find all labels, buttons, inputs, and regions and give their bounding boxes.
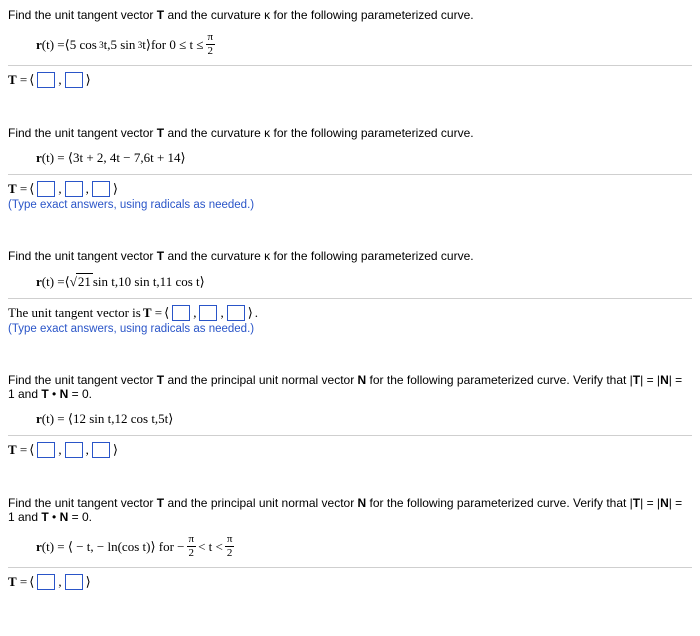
divider [8,298,692,299]
trailing-period: . [255,305,258,321]
parameterized-curve: r(t) = ⟨√21 sin t,10 sin t,11 cos t⟩ [36,273,692,290]
problem-4: Find the unit tangent vector T and the p… [8,373,692,458]
divider [8,567,692,568]
answer-line: T = ⟨,, ⟩ [8,181,692,197]
bracket-close: ⟩ [113,442,118,458]
separator: , [86,181,89,197]
answer-input-box[interactable] [227,305,245,321]
answer-input-box[interactable] [37,72,55,88]
answer-line: The unit tangent vector is T = ⟨,, ⟩. [8,305,692,321]
answer-input-box[interactable] [92,181,110,197]
answer-label: T = [8,181,27,197]
parameterized-curve: r(t) = ⟨3t + 2, 4t − 7,6t + 14⟩ [36,150,692,166]
parameterized-curve: r(t) = ⟨5 cos 3t,5 sin 3t⟩ for 0 ≤ t ≤ π… [36,32,692,57]
bracket-close: ⟩ [248,305,253,321]
problem-1: Find the unit tangent vector T and the c… [8,8,692,88]
bracket-close: ⟩ [86,72,91,88]
problem-prompt: Find the unit tangent vector T and the p… [8,373,692,401]
answer-input-box[interactable] [37,181,55,197]
answer-input-box[interactable] [65,181,83,197]
bracket-open: ⟨ [29,181,34,197]
answer-line: T = ⟨, ⟩ [8,574,692,590]
answer-input-box[interactable] [65,72,83,88]
bracket-open: ⟨ [164,305,169,321]
answer-label: T = [143,305,162,321]
separator: , [58,72,61,88]
separator: , [58,442,61,458]
answer-label: T = [8,442,27,458]
answer-line: T = ⟨, ⟩ [8,72,692,88]
divider [8,174,692,175]
problem-prompt: Find the unit tangent vector T and the c… [8,249,692,263]
separator: , [58,181,61,197]
bracket-close: ⟩ [86,574,91,590]
answer-label: T = [8,72,27,88]
answer-input-box[interactable] [65,574,83,590]
bracket-open: ⟨ [29,72,34,88]
problem-prompt: Find the unit tangent vector T and the p… [8,496,692,524]
bracket-open: ⟨ [29,442,34,458]
answer-prefix: The unit tangent vector is [8,305,141,321]
separator: , [58,574,61,590]
answer-label: T = [8,574,27,590]
hint-text: (Type exact answers, using radicals as n… [8,323,692,335]
answer-input-box[interactable] [199,305,217,321]
problem-2: Find the unit tangent vector T and the c… [8,126,692,211]
answer-input-box[interactable] [92,442,110,458]
separator: , [86,442,89,458]
answer-line: T = ⟨,, ⟩ [8,442,692,458]
parameterized-curve: r(t) = ⟨12 sin t,12 cos t,5t⟩ [36,411,692,427]
bracket-open: ⟨ [29,574,34,590]
separator: , [193,305,196,321]
answer-input-box[interactable] [37,574,55,590]
answer-input-box[interactable] [172,305,190,321]
problem-5: Find the unit tangent vector T and the p… [8,496,692,590]
answer-input-box[interactable] [65,442,83,458]
separator: , [220,305,223,321]
divider [8,65,692,66]
problem-prompt: Find the unit tangent vector T and the c… [8,8,692,22]
bracket-close: ⟩ [113,181,118,197]
divider [8,435,692,436]
parameterized-curve: r(t) = ⟨ − t, − ln(cos t)⟩ for − π2 < t … [36,534,692,559]
problem-prompt: Find the unit tangent vector T and the c… [8,126,692,140]
hint-text: (Type exact answers, using radicals as n… [8,199,692,211]
answer-input-box[interactable] [37,442,55,458]
problem-3: Find the unit tangent vector T and the c… [8,249,692,335]
